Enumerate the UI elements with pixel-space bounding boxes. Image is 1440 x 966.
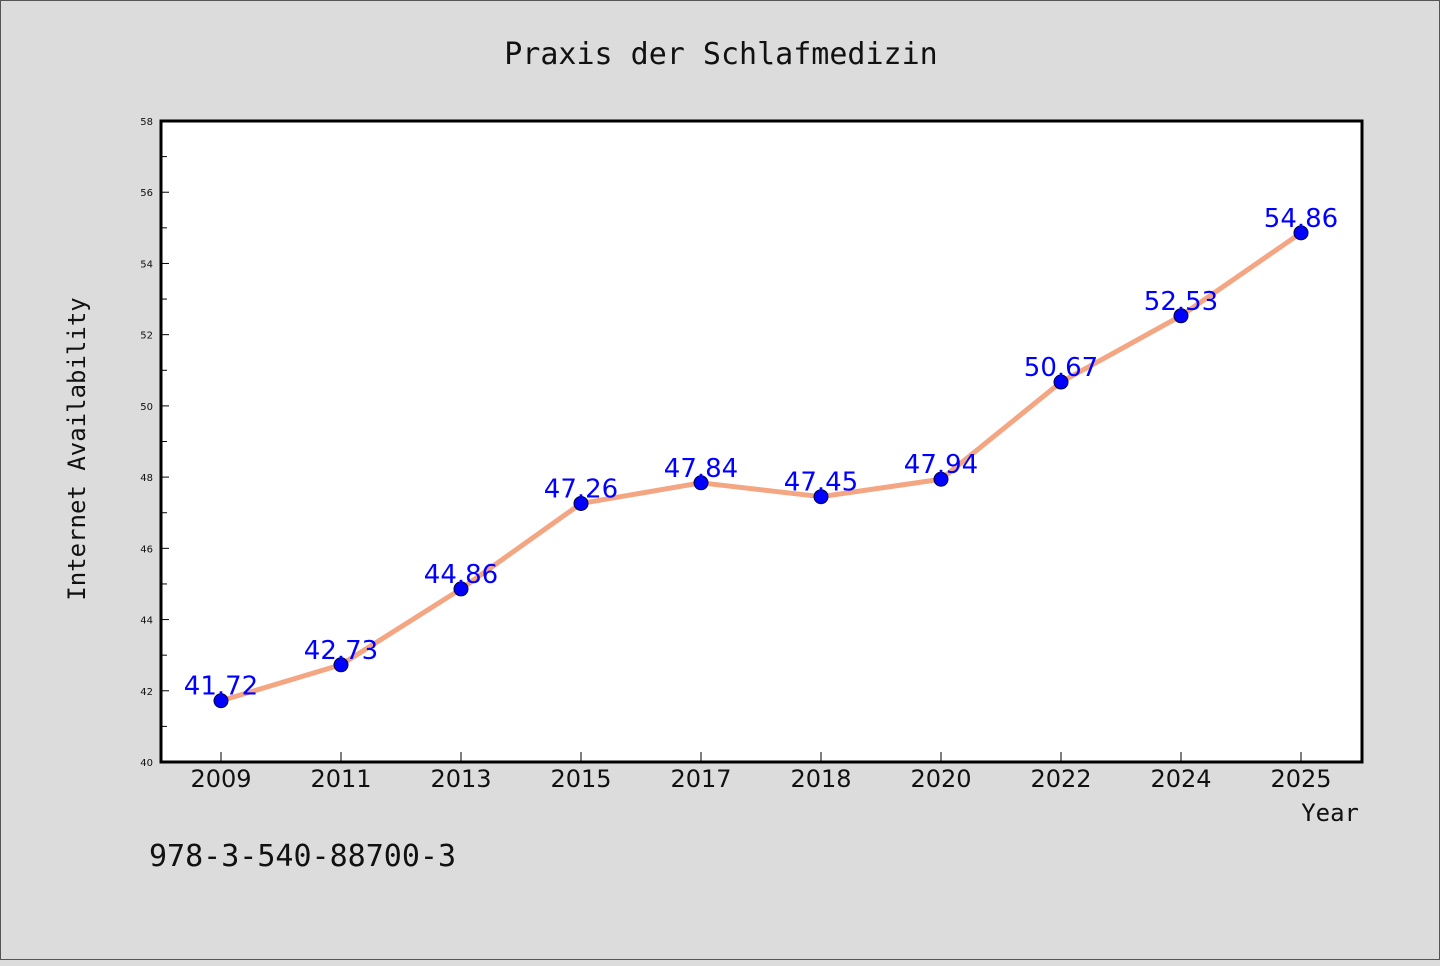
data-label: 47.26 xyxy=(544,474,618,504)
data-label: 42.73 xyxy=(304,636,378,666)
data-point xyxy=(573,495,589,511)
x-tick-label: 2022 xyxy=(1030,765,1091,793)
y-tick-label: 56 xyxy=(140,188,153,199)
data-label: 54.86 xyxy=(1264,204,1338,234)
data-point xyxy=(933,471,949,487)
x-tick-label: 2018 xyxy=(790,765,851,793)
x-tick-label: 2025 xyxy=(1270,765,1331,793)
y-tick-label: 48 xyxy=(140,473,153,484)
series-line xyxy=(220,230,1303,704)
data-point xyxy=(693,475,709,491)
x-tick-label: 2011 xyxy=(310,765,371,793)
y-axis-ticks: 40 42 44 46 48 50 52 54 56 58 xyxy=(140,117,169,769)
y-axis-label: Internet Availability xyxy=(63,297,91,600)
isbn-text: 978-3-540-88700-3 xyxy=(149,839,456,874)
data-label: 50.67 xyxy=(1024,353,1098,383)
data-label: 41.72 xyxy=(184,672,258,702)
data-point xyxy=(213,693,229,709)
data-point xyxy=(333,657,349,673)
data-label: 52.53 xyxy=(1144,287,1218,317)
data-label: 47.45 xyxy=(784,468,858,498)
data-markers xyxy=(213,225,1309,709)
x-axis-ticks: 2009 2011 2013 2015 2017 2018 2020 2022 2024 2025 xyxy=(190,752,1332,793)
data-point xyxy=(1053,374,1069,390)
y-tick-label: 54 xyxy=(140,259,153,270)
data-point xyxy=(1293,225,1309,241)
data-labels: 41.72 42.73 44.86 47.26 47.84 47.45 47.94 50.67… xyxy=(184,204,1338,702)
y-tick-label: 58 xyxy=(140,117,153,128)
x-tick-label: 2020 xyxy=(910,765,971,793)
data-point xyxy=(1173,308,1189,324)
x-tick-label: 2013 xyxy=(430,765,491,793)
y-tick-label: 52 xyxy=(140,331,153,342)
data-label: 47.94 xyxy=(904,450,978,480)
y-tick-label: 42 xyxy=(140,687,153,698)
x-tick-label: 2009 xyxy=(190,765,251,793)
y-tick-label: 46 xyxy=(140,544,153,555)
plot-area xyxy=(159,119,1364,764)
x-axis-label: Year xyxy=(1301,799,1359,827)
data-label: 44.86 xyxy=(424,560,498,590)
data-point xyxy=(453,581,469,597)
y-tick-label: 44 xyxy=(140,616,153,627)
x-tick-label: 2015 xyxy=(550,765,611,793)
data-label: 47.84 xyxy=(664,454,738,484)
x-tick-label: 2017 xyxy=(670,765,731,793)
data-point xyxy=(813,489,829,505)
x-tick-label: 2024 xyxy=(1150,765,1211,793)
y-tick-label: 40 xyxy=(140,758,153,769)
y-tick-label: 50 xyxy=(140,402,153,413)
chart-title: Praxis der Schlafmedizin xyxy=(504,37,937,72)
